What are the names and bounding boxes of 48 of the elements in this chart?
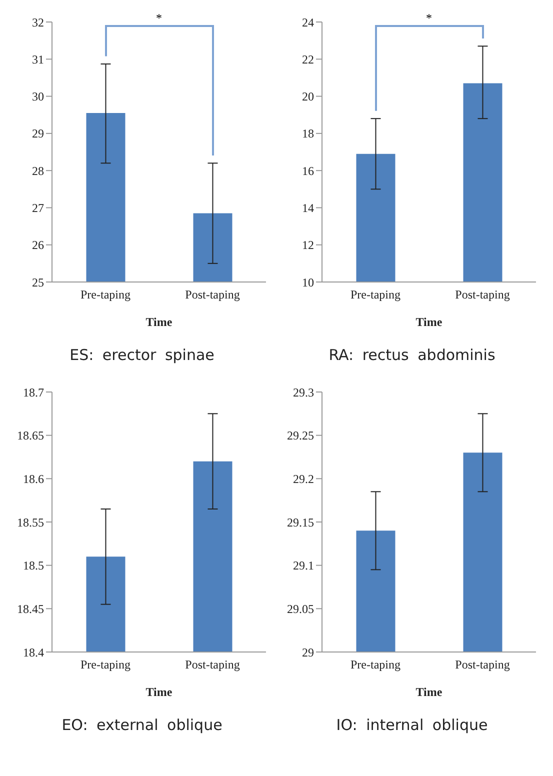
y-tick-label: 30 — [32, 90, 44, 104]
y-tick-label: 10 — [302, 275, 314, 290]
x-axis-title: Time — [146, 685, 173, 699]
y-tick-label: 29.25 — [287, 428, 314, 443]
y-tick-label: 18.45 — [17, 602, 44, 616]
text: EO: external oblique — [60, 716, 224, 734]
y-tick-label: 18.7 — [23, 385, 44, 400]
y-tick-label: 18 — [302, 126, 314, 141]
text: IO: internal oblique — [335, 716, 489, 734]
text: ES: erector spinae — [68, 346, 216, 364]
y-tick-label: 16 — [302, 164, 314, 178]
x-tick-label: Post-taping — [455, 658, 510, 672]
y-tick-label: 27 — [32, 200, 44, 215]
y-tick-label: 18.55 — [17, 515, 44, 530]
y-tick-label: 24 — [302, 15, 314, 30]
x-tick-label: Post-taping — [185, 658, 240, 672]
y-tick-label: 32 — [32, 15, 44, 30]
y-tick-label: 31 — [32, 52, 44, 66]
annotation: * — [155, 10, 163, 25]
x-tick-label: Post-taping — [185, 288, 240, 302]
y-tick-label: 26 — [32, 238, 44, 252]
y-tick-label: 22 — [302, 52, 314, 66]
x-tick-label: Pre-taping — [350, 288, 400, 302]
x-tick-label: Pre-taping — [80, 288, 130, 302]
x-tick-label: Post-taping — [455, 288, 510, 302]
x-axis-title: Time — [146, 315, 173, 329]
y-tick-label: 29.15 — [287, 515, 314, 530]
y-tick-label: 12 — [302, 238, 314, 252]
y-tick-label: 29 — [302, 645, 314, 660]
y-tick-label: 18.65 — [17, 428, 44, 443]
y-tick-label: 25 — [32, 275, 44, 290]
annotation: * — [425, 10, 433, 25]
x-tick-label: Pre-taping — [80, 658, 130, 672]
y-tick-label: 14 — [302, 200, 314, 215]
y-tick-label: 28 — [32, 164, 44, 178]
y-tick-label: 20 — [302, 90, 314, 104]
y-tick-label: 29.1 — [293, 558, 314, 573]
y-tick-label: 29.3 — [293, 385, 314, 400]
x-tick-label: Pre-taping — [350, 658, 400, 672]
x-axis-title: Time — [416, 315, 443, 329]
y-tick-label: 18.4 — [23, 645, 44, 660]
y-tick-label: 18.5 — [23, 558, 44, 573]
y-tick-label: 29 — [32, 126, 44, 141]
y-tick-label: 29.05 — [287, 602, 314, 616]
text: RA: rectus abdominis — [328, 346, 496, 364]
y-tick-label: 18.6 — [23, 472, 44, 486]
y-tick-label: 29.2 — [293, 472, 314, 486]
x-axis-title: Time — [416, 685, 443, 699]
